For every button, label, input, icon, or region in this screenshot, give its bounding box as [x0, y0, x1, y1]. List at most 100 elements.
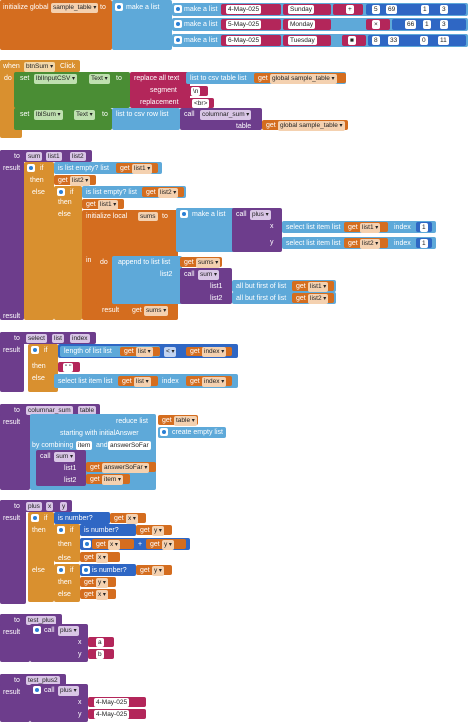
append-block[interactable]: append to list list list2 [112, 256, 182, 304]
get-index[interactable]: get index [186, 376, 232, 387]
csv-row-block[interactable]: list to csv row list [112, 108, 180, 130]
text-value[interactable]: " " [63, 363, 74, 372]
get-list1[interactable]: get list1 [292, 281, 334, 292]
mutator-gear-icon[interactable] [33, 626, 41, 634]
mutator-gear-icon[interactable] [174, 20, 182, 28]
is-number-x[interactable]: is number? [54, 512, 110, 524]
proc-name-field[interactable]: select [26, 334, 47, 343]
text-value[interactable]: \n [191, 87, 201, 96]
get-y[interactable]: get y [136, 525, 172, 536]
variable-field[interactable]: x [108, 540, 120, 550]
text-value[interactable]: <br> [192, 99, 210, 108]
variable-field[interactable]: list [134, 377, 151, 387]
num-d[interactable]: 11 [438, 36, 449, 45]
get-sums[interactable]: get sums [180, 257, 222, 268]
get-x-else[interactable]: get x [80, 552, 120, 563]
variable-field[interactable]: index [202, 377, 227, 387]
replacement-text[interactable]: <br> [186, 98, 214, 108]
empty-text[interactable]: " " [58, 362, 80, 372]
property-field[interactable]: Text [74, 110, 95, 120]
if-block-select[interactable]: if then else [28, 344, 58, 392]
mutator-gear-icon[interactable] [174, 36, 182, 44]
variable-field[interactable]: global sample_table [270, 74, 337, 84]
symbol-text[interactable]: + [346, 5, 354, 14]
date-text[interactable]: 6-May-025 [226, 36, 262, 45]
replace-all-text-block[interactable]: replace all text segment replacement [130, 72, 190, 108]
num-c[interactable]: 1 [423, 20, 431, 29]
variable-field[interactable]: sums [144, 306, 169, 316]
mutator-gear-icon[interactable] [180, 210, 188, 218]
variable-field[interactable]: index [202, 347, 227, 357]
variable-field[interactable]: x [126, 514, 138, 524]
get-index[interactable]: get index [186, 347, 232, 357]
proc-columnar-sum[interactable] [0, 404, 30, 490]
variable-field[interactable]: y [152, 566, 164, 576]
num-c[interactable]: 0 [420, 36, 428, 45]
variable-field[interactable]: list [136, 347, 153, 357]
get-list2-then[interactable]: get list2 [54, 175, 96, 186]
get-list2[interactable]: get list2 [142, 187, 184, 198]
text-value[interactable]: 4-May-025 [94, 698, 130, 707]
component-field[interactable]: lblInputCSV [34, 74, 78, 84]
text-value[interactable]: 4-May-025 [94, 710, 130, 719]
text-value[interactable]: a [96, 638, 104, 647]
variable-field[interactable]: y [152, 526, 164, 536]
num-a[interactable]: 8 [372, 36, 380, 45]
mutator-gear-icon[interactable] [57, 526, 65, 534]
symbol-text[interactable]: × [372, 20, 380, 29]
number-index[interactable]: 1 [416, 238, 432, 248]
proc-name-field[interactable]: test_plus2 [26, 676, 60, 685]
text-a[interactable]: a [88, 637, 114, 647]
num-a[interactable]: 5 [372, 5, 380, 14]
text-date-2[interactable]: 4-May-025 [88, 709, 146, 719]
call-plus[interactable]: call plus x y [232, 208, 282, 252]
mutator-gear-icon[interactable] [82, 566, 90, 574]
if-block-2[interactable]: if then else [54, 186, 82, 320]
get-x[interactable]: get x [92, 539, 134, 550]
param-index[interactable]: index [70, 334, 90, 343]
proc-select-header[interactable]: to select list index [0, 332, 96, 344]
day-text[interactable]: Sunday [288, 5, 315, 14]
param-list2[interactable]: list2 [70, 152, 86, 161]
mutator-gear-icon[interactable] [31, 514, 39, 522]
day-text[interactable]: Tuesday [288, 36, 317, 45]
variable-field[interactable]: list2 [158, 188, 179, 198]
get-y-then[interactable]: get y [80, 577, 116, 588]
text-date-1[interactable]: 4-May-025 [88, 697, 146, 707]
get-list[interactable]: get list [118, 376, 158, 387]
get-list1-then[interactable]: get list1 [82, 199, 124, 210]
get-list1[interactable]: get list1 [116, 163, 158, 174]
length-block[interactable]: length of list list [60, 346, 160, 357]
variable-field[interactable]: list2 [70, 176, 91, 186]
variable-field[interactable]: item [102, 475, 123, 485]
make-list-outer[interactable]: make a list [112, 0, 172, 50]
date-text[interactable]: 5-May-025 [226, 20, 262, 29]
num-d[interactable]: 3 [440, 5, 448, 14]
get-y[interactable]: get y [136, 565, 172, 576]
variable-field[interactable]: table [174, 416, 197, 426]
proc-sum-header[interactable]: to sum list1 list2 [0, 150, 92, 162]
variable-field[interactable]: list1 [132, 164, 153, 174]
variable-field[interactable]: list1 [360, 223, 381, 233]
get-global-table[interactable]: get global sample_table [254, 73, 346, 84]
mutator-gear-icon[interactable] [160, 428, 168, 436]
variable-field[interactable]: list1 [308, 282, 329, 292]
variable-field[interactable]: list2 [308, 294, 329, 304]
variable-field[interactable]: x [96, 553, 108, 563]
call-plus-test2[interactable]: call plus x y [30, 684, 88, 722]
mutator-gear-icon[interactable] [174, 5, 182, 13]
num-b[interactable]: 69 [386, 5, 398, 14]
item-field[interactable]: item [76, 441, 93, 450]
number-index[interactable]: 1 [416, 222, 432, 232]
get-sums-result[interactable]: get sums [128, 305, 172, 316]
procedure-field[interactable]: plus [250, 210, 271, 220]
do-block[interactable]: do [96, 256, 116, 304]
param-list1[interactable]: list1 [46, 152, 62, 161]
proc-plus-header[interactable]: to plus x y [0, 500, 72, 512]
num-d[interactable]: 3 [440, 20, 448, 29]
if-block-plus[interactable]: if then else [28, 512, 54, 602]
set-lblinputcsv-block[interactable]: set lblInputCSV Text to [14, 72, 130, 108]
get-x-else-2[interactable]: get x [80, 589, 116, 600]
param-table[interactable]: table [78, 406, 97, 415]
proc-test-plus2-header[interactable]: to test_plus2 [0, 674, 66, 686]
